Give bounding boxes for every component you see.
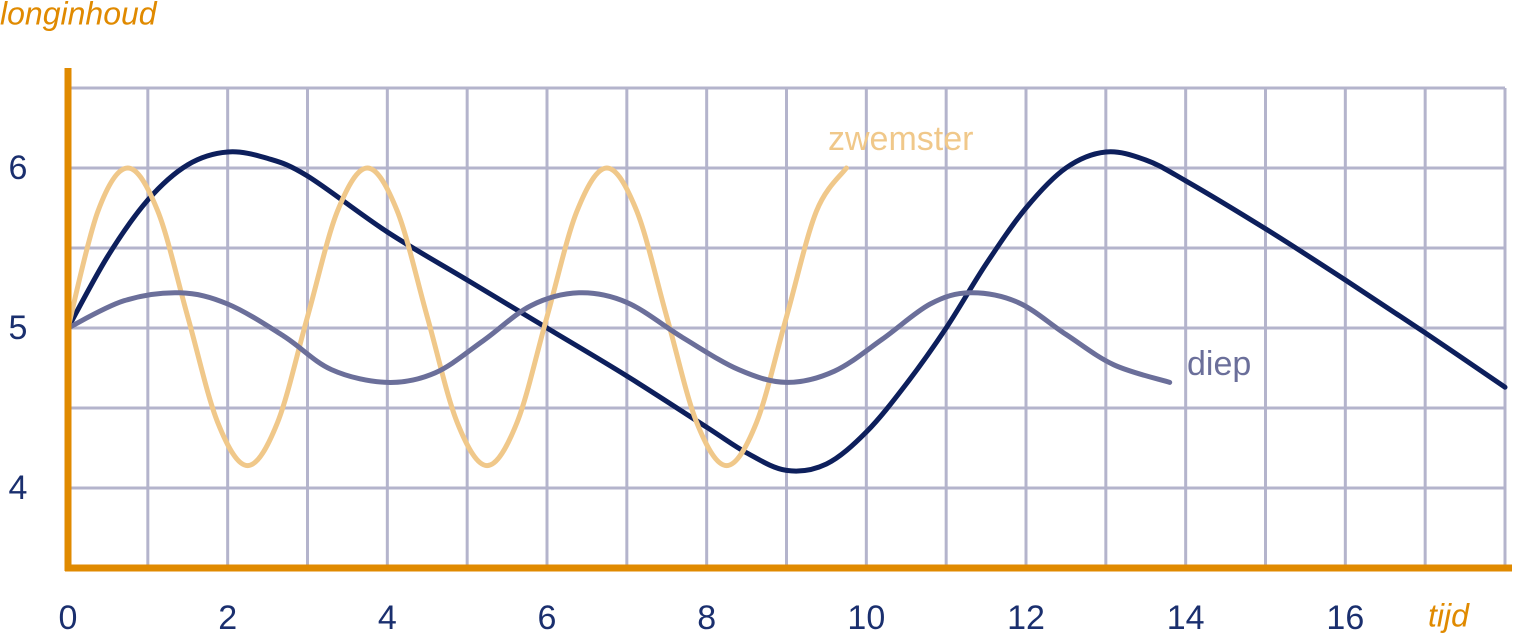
y-tick-label: 6 [9,149,28,187]
grid [66,86,1507,570]
x-tick-label: 16 [1326,599,1364,637]
x-tick-label: 4 [378,599,397,637]
series-line [65,165,849,469]
series-label: diep [1187,345,1251,383]
y-axis-title: longinhoud [0,0,158,31]
labels: 4 5 6 0 2 4 6 8 10 12 14 16 [9,149,1365,637]
x-tick-label: 2 [218,599,237,637]
x-tick-label: 8 [697,599,716,637]
x-tick-label: 14 [1167,599,1205,637]
x-tick-label: 0 [59,599,78,637]
series-label: zwemster [828,120,973,158]
y-tick-label: 5 [9,309,28,347]
axes [64,68,1512,572]
series-line [65,149,1508,474]
lines [65,149,1508,474]
x-tick-label: 6 [538,599,557,637]
x-tick-label: 12 [1007,599,1045,637]
series-line [65,290,1173,385]
x-tick-label: 10 [847,599,885,637]
y-tick-label: 4 [9,469,28,507]
x-axis-title: tijd [1428,597,1470,633]
